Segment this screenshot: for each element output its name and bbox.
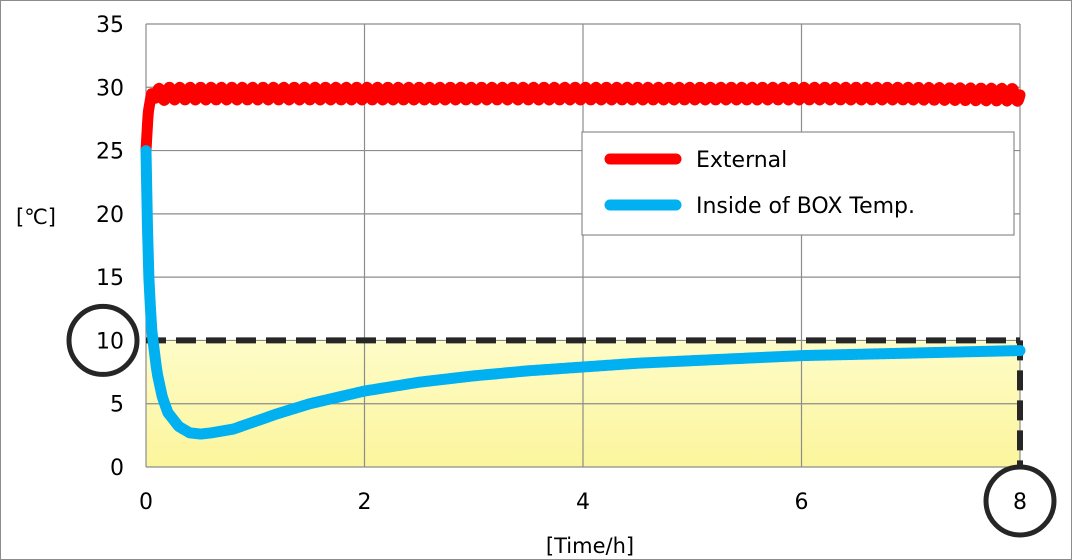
series-line-1 bbox=[140, 145, 1026, 440]
y-tick-label-35: 35 bbox=[96, 13, 124, 38]
legend: External Inside of BOX Temp. bbox=[581, 131, 1015, 236]
highlight-circle-x-tick-8 bbox=[983, 464, 1057, 538]
x-axis-label: [Time/h] bbox=[546, 534, 634, 558]
x-tick-label-8: 8 bbox=[1013, 490, 1027, 515]
legend-label-external: External bbox=[696, 148, 787, 173]
tick-labels: 0 5 10 15 20 25 30 35 0 2 4 6 8 bbox=[96, 13, 1027, 515]
x-tick-label-4: 4 bbox=[576, 490, 590, 515]
x-tick-label-6: 6 bbox=[795, 490, 809, 515]
y-tick-label-20: 20 bbox=[96, 203, 124, 228]
highlights bbox=[66, 303, 1057, 538]
annotations bbox=[146, 337, 1023, 467]
series bbox=[140, 81, 1026, 440]
x-tick-label-2: 2 bbox=[358, 490, 372, 515]
legend-box bbox=[581, 131, 1015, 236]
y-tick-label-10: 10 bbox=[96, 329, 124, 354]
x-tick-label-0: 0 bbox=[139, 490, 153, 515]
y-tick-label-30: 30 bbox=[96, 76, 124, 101]
y-tick-label-15: 15 bbox=[96, 266, 124, 291]
highlight-circle-y-tick-10 bbox=[66, 303, 140, 377]
y-tick-label-25: 25 bbox=[96, 140, 124, 165]
y-tick-label-5: 5 bbox=[110, 393, 124, 418]
legend-label-inside-box: Inside of BOX Temp. bbox=[696, 194, 915, 219]
series-line-0 bbox=[140, 81, 1026, 157]
y-axis-label: [℃] bbox=[16, 205, 56, 229]
y-tick-label-0: 0 bbox=[110, 456, 124, 481]
